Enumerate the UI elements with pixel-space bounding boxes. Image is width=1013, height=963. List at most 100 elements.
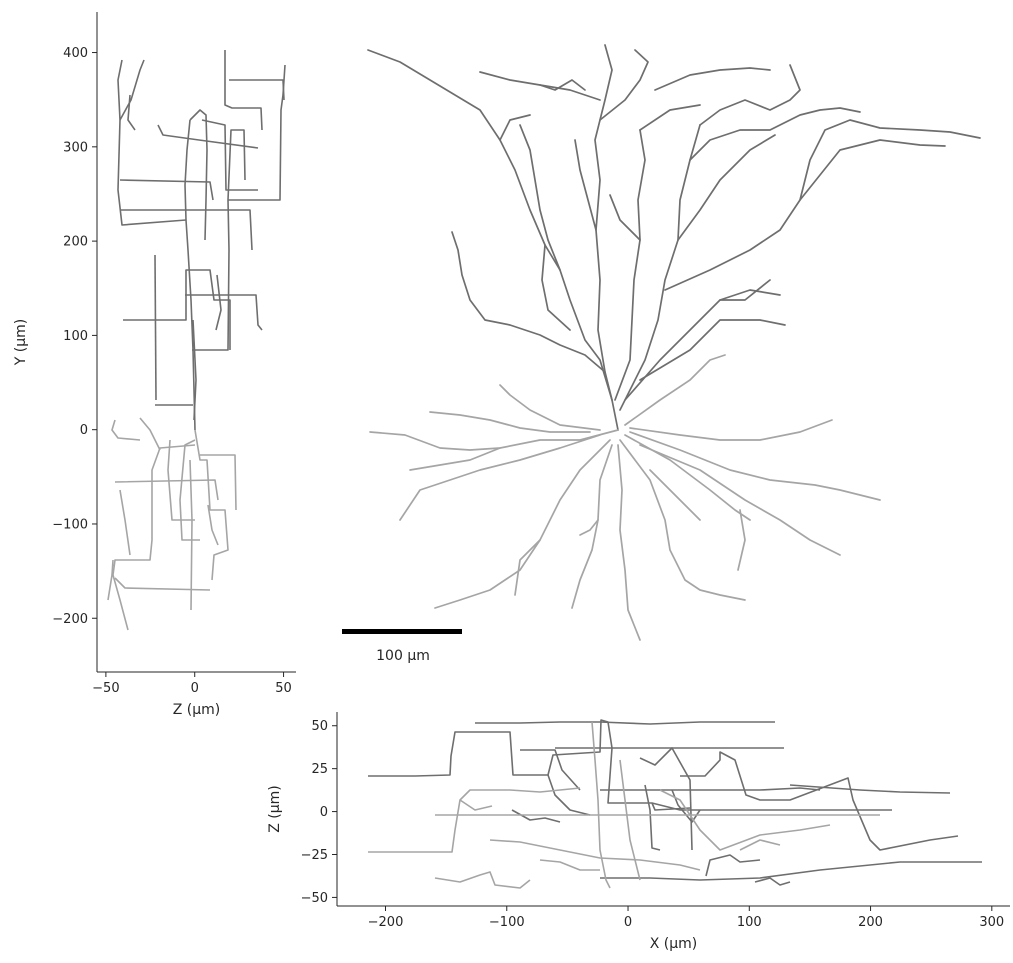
bottom-trace [489,839,701,871]
bottom-trace [754,877,791,886]
y-tick-label: −200 [52,612,88,627]
side-trace [201,119,258,191]
dendrite-trace [499,114,531,141]
dendrite-trace [479,71,601,101]
dendrite-trace [689,107,861,161]
dendrite-trace [451,231,619,431]
bottom-view-panel: −200 −100 0 100 200 300 −50 −25 0 25 50 X (μm) Z (μm… [267,712,1010,952]
dendrite-trace [699,64,801,126]
bottom-trace [547,774,591,816]
x-tick-label: 100 [737,915,762,930]
bottom-trace [459,799,493,811]
bottom-trace [600,861,982,881]
side-trace [127,94,136,131]
apical-dendrites [367,44,981,431]
dendrite-trace [619,124,701,411]
dendrite-trace [639,104,701,131]
y-tick-label: 25 [311,762,328,777]
bottom-apical-traces [368,719,982,886]
bottom-trace [644,784,661,851]
x-axis-label: Z (μm) [173,702,221,718]
bottom-trace [739,839,781,851]
side-trace [157,124,259,149]
bottom-trace [789,784,951,794]
bottom-trace [680,751,959,851]
side-trace [194,429,229,581]
bottom-basal-traces [368,721,880,889]
y-tick-label: −25 [301,848,328,863]
dendrite-trace [367,49,613,401]
bottom-trace [619,759,641,881]
dendrite-trace [571,444,613,609]
side-trace [123,269,231,350]
dendrite-trace [499,384,601,431]
side-trace [117,59,187,226]
side-trace [207,504,219,546]
x-tick-label: −100 [489,915,525,930]
y-tick-label: 400 [63,46,88,61]
x-tick-label: 50 [275,681,292,696]
side-trace [154,254,157,401]
dendrite-trace [541,244,571,331]
x-tick-label: −50 [92,681,119,696]
side-trace [228,64,286,201]
bottom-trace [705,854,761,877]
dendrite-trace [599,49,649,121]
dendrite-trace [619,439,746,601]
x-tick-label: 300 [979,915,1004,930]
bottom-trace [368,787,581,853]
dendrite-trace [677,134,776,241]
y-tick-label: 50 [311,719,328,734]
dendrite-trace [574,139,597,231]
side-trace [179,439,200,541]
dendrite-trace [614,129,646,401]
dendrite-trace [629,419,833,441]
side-apical-traces [117,50,286,431]
dendrite-trace [594,44,613,373]
dendrite-trace [617,444,641,641]
y-tick-label: 0 [80,423,88,438]
side-trace [111,419,141,441]
top-view-panel: 100 μm [342,44,981,664]
bottom-trace [639,747,693,851]
bottom-trace [368,719,691,811]
side-basal-traces [107,417,237,631]
dendrite-trace [369,429,619,451]
basal-dendrites [369,354,881,641]
y-tick-label: 0 [320,805,328,820]
x-tick-label: 0 [624,915,632,930]
side-trace [120,209,253,251]
bottom-trace [511,809,561,823]
x-axis-label: X (μm) [650,936,698,952]
dendrite-trace [434,439,611,609]
bottom-view-axes: −200 −100 0 100 200 300 −50 −25 0 25 50 X (μm) Z (μm… [267,712,1010,952]
bottom-view-traces [368,719,982,889]
side-trace [107,559,114,601]
dendrite-trace [654,67,771,91]
dendrite-trace [664,119,981,291]
bottom-trace [475,721,775,725]
dendrite-trace [799,139,946,201]
x-tick-label: −200 [368,915,404,930]
side-trace [119,59,145,121]
side-trace [114,577,211,591]
side-trace [224,50,263,131]
dendrite-trace [539,79,586,91]
side-trace [119,489,131,556]
side-view-traces [107,50,286,631]
scale-bar [342,629,462,634]
bottom-trace [651,802,892,811]
y-axis-label: Y (μm) [13,319,29,366]
side-trace [185,294,263,331]
side-trace [215,274,222,331]
bottom-trace [520,749,581,791]
dendrite-trace [514,539,541,596]
side-trace [200,454,237,511]
y-tick-label: −50 [301,891,328,906]
scale-bar-label: 100 μm [376,648,430,664]
side-trace [189,109,208,241]
dendrite-trace [639,319,786,381]
side-trace [189,459,193,611]
